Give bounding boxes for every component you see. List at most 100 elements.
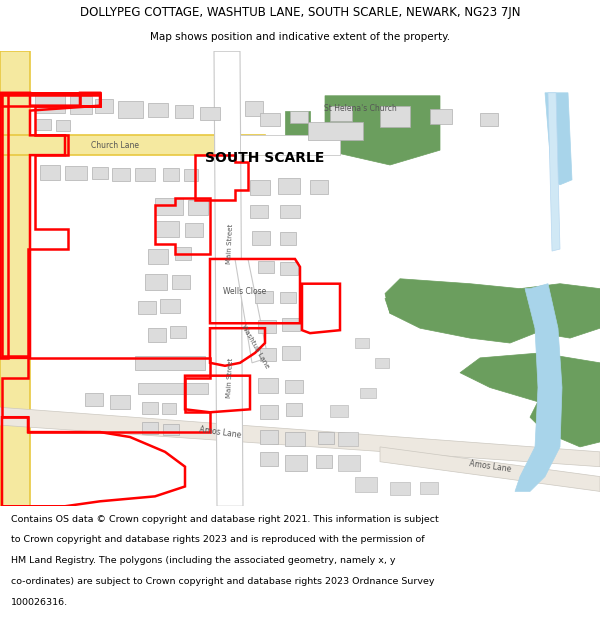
Bar [280,232,296,245]
Bar [260,348,276,361]
Text: co-ordinates) are subject to Crown copyright and database rights 2023 Ordnance S: co-ordinates) are subject to Crown copyr… [11,577,434,586]
Bar [380,106,410,127]
Text: Church Lane: Church Lane [91,141,139,150]
Bar [138,301,156,314]
Bar [355,477,377,492]
Bar [280,292,296,304]
Bar [245,101,263,116]
Bar [85,392,103,406]
Text: Contains OS data © Crown copyright and database right 2021. This information is : Contains OS data © Crown copyright and d… [11,514,439,524]
Text: 100026316.: 100026316. [11,598,68,607]
Text: SOUTH SCARLE: SOUTH SCARLE [205,151,325,165]
Bar [330,406,348,418]
Bar [155,221,179,238]
Bar [260,112,280,126]
Bar [286,403,302,416]
Polygon shape [548,92,560,251]
Bar [35,92,65,112]
Bar [316,455,332,468]
Bar [390,481,410,496]
Bar [185,223,203,238]
Bar [285,432,305,446]
Text: DOLLYPEG COTTAGE, WASHTUB LANE, SOUTH SCARLE, NEWARK, NG23 7JN: DOLLYPEG COTTAGE, WASHTUB LANE, SOUTH SC… [80,6,520,19]
Bar [112,168,130,181]
Polygon shape [545,92,572,185]
Bar [338,432,358,446]
Polygon shape [385,279,540,343]
Bar [252,231,270,245]
Bar [138,382,208,394]
Bar [142,422,158,434]
Bar [65,166,87,180]
Text: Amos Lane: Amos Lane [199,424,241,439]
Bar [430,109,452,124]
Bar [375,358,389,367]
Bar [92,167,108,179]
Text: Wells Close: Wells Close [223,287,266,296]
Polygon shape [520,284,600,338]
Bar [172,275,190,289]
Bar [282,346,300,360]
Bar [330,106,352,121]
Bar [135,356,205,370]
Bar [278,178,300,194]
Bar [148,328,166,342]
Bar [163,424,179,435]
Text: Main Street: Main Street [226,224,234,264]
Bar [280,262,298,275]
Bar [360,388,376,398]
Text: to Crown copyright and database rights 2023 and is reproduced with the permissio: to Crown copyright and database rights 2… [11,536,424,544]
Polygon shape [0,408,600,467]
Bar [148,249,168,264]
Bar [170,326,186,338]
Bar [148,102,168,116]
Polygon shape [380,447,600,491]
Bar [250,204,268,218]
Bar [310,180,328,194]
Bar [338,455,360,471]
Bar [142,402,158,414]
Bar [260,406,278,419]
Polygon shape [285,111,310,145]
Polygon shape [0,51,30,506]
Bar [260,430,278,444]
Polygon shape [385,287,430,318]
Text: St Helena's Church: St Helena's Church [323,104,397,113]
Bar [118,101,143,118]
Bar [70,96,92,114]
Bar [355,338,369,348]
Bar [285,379,303,394]
Bar [258,320,276,333]
Bar [318,432,334,444]
Bar [290,111,308,124]
Bar [175,104,193,118]
Polygon shape [240,136,340,155]
Bar [40,165,60,180]
Text: Amos Lane: Amos Lane [469,459,511,474]
Polygon shape [460,353,600,418]
Polygon shape [515,284,562,491]
Bar [285,455,307,471]
Bar [155,198,183,216]
Polygon shape [235,259,268,363]
Bar [250,180,270,194]
Bar [200,107,220,121]
Bar [258,261,274,273]
Bar [145,274,167,289]
Bar [260,452,278,466]
Bar [282,318,300,331]
Bar [95,99,113,112]
Text: Main Street: Main Street [226,357,234,398]
Polygon shape [530,398,600,447]
Text: HM Land Registry. The polygons (including the associated geometry, namely x, y: HM Land Registry. The polygons (includin… [11,556,395,565]
Polygon shape [0,136,265,155]
Bar [56,121,70,131]
Bar [160,299,180,313]
Bar [280,204,300,218]
Bar [188,199,208,216]
Bar [184,169,198,181]
Bar [163,168,179,181]
Polygon shape [325,96,440,165]
Bar [258,378,278,392]
Bar [135,168,155,181]
